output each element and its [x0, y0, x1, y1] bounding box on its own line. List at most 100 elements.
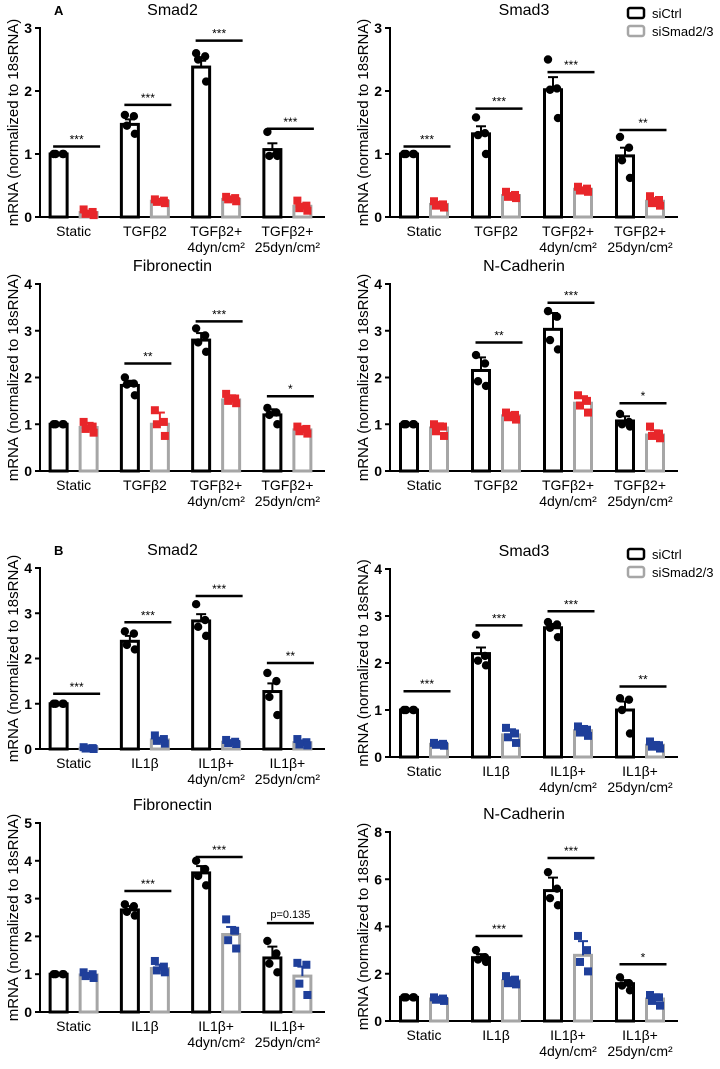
chart-title: Fibronectin — [133, 258, 212, 275]
data-point-sictrl — [130, 645, 140, 654]
data-point-sictrl — [624, 979, 634, 988]
x-tick-label: Static — [406, 223, 441, 239]
data-point-sictrl — [122, 640, 132, 650]
data-point-sismad — [502, 972, 510, 981]
data-point-sismad — [511, 729, 519, 738]
data-point-sictrl — [471, 350, 481, 360]
x-tick-label: TGFβ2 — [474, 477, 518, 493]
data-point-sismad — [81, 744, 90, 753]
data-point-sismad — [574, 391, 582, 400]
data-point-sismad — [152, 966, 161, 975]
data-point-sismad — [584, 187, 592, 196]
legend-swatch-sismad — [626, 24, 646, 38]
legend-label: siSmad2/3 — [652, 565, 713, 580]
data-point-sictrl — [553, 113, 563, 123]
significance-label: *** — [283, 115, 297, 129]
data-point-sictrl — [51, 420, 60, 429]
data-point-sismad — [232, 740, 241, 749]
data-point-sismad — [512, 738, 520, 747]
data-point-sictrl — [59, 149, 68, 159]
y-tick-label: 4 — [24, 853, 32, 869]
data-point-sictrl — [409, 705, 419, 715]
bar-sictrl — [543, 889, 563, 1023]
data-point-sismad — [160, 199, 169, 208]
data-point-sictrl — [401, 705, 411, 715]
y-tick-label: 1 — [374, 416, 382, 432]
y-tick-label: 2 — [374, 83, 382, 99]
bar-sictrl — [399, 708, 419, 759]
data-point-sictrl — [545, 85, 555, 94]
y-axis-title: mRNA (normalized to 18sRNA) — [5, 19, 22, 227]
significance-label: *** — [492, 922, 506, 936]
data-point-sictrl — [129, 112, 139, 121]
panel-label: A — [54, 3, 64, 18]
y-tick-label: 8 — [374, 824, 382, 840]
significance-label: *** — [212, 307, 226, 321]
significance-label: *** — [564, 597, 578, 611]
data-point-sismad — [295, 204, 304, 213]
x-tick-label: Static — [406, 477, 441, 493]
data-point-sismad — [502, 408, 510, 417]
data-point-sictrl — [401, 149, 411, 159]
x-tick-label-line: 4dyn/cm² — [539, 493, 597, 509]
bar-sismad — [221, 398, 242, 473]
y-tick-label: 4 — [374, 919, 382, 935]
data-point-sismad — [439, 422, 447, 431]
data-point-sictrl — [615, 409, 625, 419]
y-axis-title: mRNA (normalized to 18sRNA) — [5, 555, 22, 763]
bar-sictrl — [119, 639, 140, 751]
data-point-sismad — [648, 742, 656, 751]
data-point-sictrl — [480, 651, 490, 661]
data-point-sictrl — [51, 699, 60, 708]
data-point-sictrl — [129, 901, 139, 911]
data-point-sictrl — [120, 373, 130, 382]
y-tick-label: 0 — [24, 1004, 32, 1020]
x-tick-label-line: IL1β+ — [270, 1018, 306, 1034]
data-point-sismad — [512, 194, 520, 203]
x-tick-label: IL1β — [131, 755, 159, 771]
data-point-sismad — [583, 396, 591, 405]
x-tick-label: TGFβ2+ 25dyn/cm² — [255, 477, 321, 509]
data-point-sismad — [576, 957, 584, 966]
data-point-sismad — [303, 429, 312, 438]
data-point-sismad — [440, 431, 448, 440]
data-point-sictrl — [272, 408, 281, 417]
x-tick-label: TGFβ2+ 4dyn/cm² — [187, 477, 245, 509]
data-point-sismad — [159, 417, 168, 426]
x-tick-label: TGFβ2+ 25dyn/cm² — [255, 223, 321, 255]
bar-sictrl — [48, 972, 69, 1014]
significance-label: * — [288, 382, 293, 396]
y-tick-label: 5 — [24, 815, 32, 831]
chart-title: Fibronectin — [133, 797, 212, 814]
data-point-sictrl — [265, 410, 274, 420]
data-point-sismad — [502, 187, 510, 196]
data-point-sismad — [504, 192, 512, 201]
x-tick-label-line: 25dyn/cm² — [607, 239, 673, 255]
data-point-sictrl — [481, 957, 491, 967]
data-point-sictrl — [624, 143, 634, 152]
x-tick-label-line: 25dyn/cm² — [255, 239, 321, 255]
data-point-sictrl — [615, 694, 625, 703]
x-tick-label: TGFβ2 — [123, 477, 167, 493]
significance-label: ** — [638, 673, 648, 687]
data-point-sismad — [222, 915, 231, 924]
x-tick-label-line: Static — [56, 755, 91, 771]
data-point-sictrl — [625, 986, 635, 995]
significance-label: *** — [492, 95, 506, 109]
significance-label: *** — [564, 58, 578, 72]
y-tick-label: 0 — [24, 463, 32, 479]
data-point-sismad — [440, 996, 448, 1005]
y-axis-title: mRNA (normalized to 18sRNA) — [355, 274, 372, 482]
data-point-sismad — [576, 401, 584, 410]
data-point-sismad — [504, 979, 512, 988]
x-tick-label: IL1β — [482, 1027, 510, 1043]
x-tick-label: Static — [56, 755, 91, 771]
data-point-sismad — [232, 197, 241, 206]
panel-label: B — [54, 543, 63, 558]
data-point-sictrl — [471, 113, 481, 122]
data-point-sictrl — [193, 338, 203, 347]
bar-sictrl — [543, 626, 563, 759]
x-tick-label: Static — [406, 1027, 441, 1043]
